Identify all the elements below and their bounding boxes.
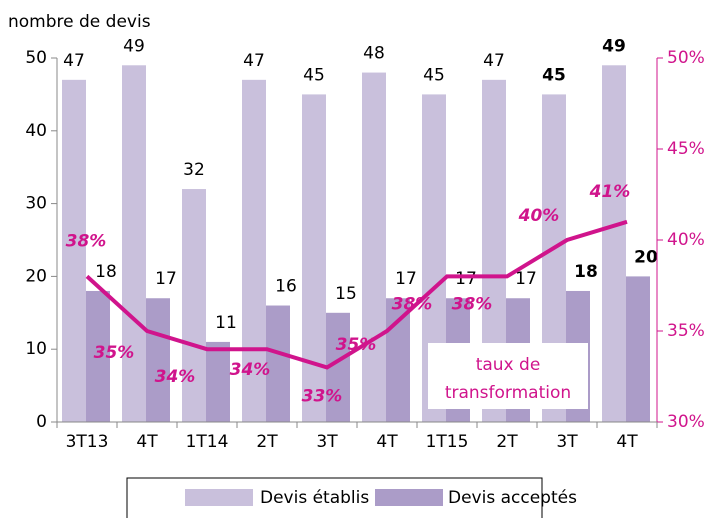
bar xyxy=(62,79,86,422)
line xyxy=(85,219,628,370)
bar xyxy=(602,65,626,422)
bar-value-label: 15 xyxy=(335,284,357,304)
x-tick-label: 4T xyxy=(616,432,638,452)
bar xyxy=(242,79,266,422)
bar xyxy=(266,305,290,422)
bar-value-label: 16 xyxy=(275,277,297,297)
legend-swatch xyxy=(185,489,253,506)
bar-value-label: 20 xyxy=(634,247,658,267)
x-tick-label: 1T14 xyxy=(186,432,229,452)
line-value-label: 38% xyxy=(452,294,493,314)
y-tick-label: 30 xyxy=(25,194,47,214)
line-value-label: 40% xyxy=(518,206,560,226)
bar-value-label: 17 xyxy=(395,269,417,289)
bar-value-label: 49 xyxy=(123,36,145,56)
y2-tick-label: 50% xyxy=(667,48,705,68)
line-value-label: 35% xyxy=(336,335,377,355)
line-value-label: 38% xyxy=(392,294,433,314)
line-value-label: 41% xyxy=(589,182,631,202)
bar-value-label: 47 xyxy=(243,51,265,71)
x-tick-label: 3T13 xyxy=(66,432,109,452)
bar-value-label: 45 xyxy=(423,65,445,85)
x-tick-label: 3T xyxy=(556,432,578,452)
bar-value-label: 45 xyxy=(542,65,566,85)
bar-value-label: 11 xyxy=(215,313,237,333)
bar xyxy=(206,341,230,422)
y-tick-label: 50 xyxy=(25,48,47,68)
line-value-label: 34% xyxy=(155,367,196,387)
x-tick-label: 1T15 xyxy=(426,432,469,452)
legend-label: Devis établis xyxy=(260,488,369,508)
bar-value-label: 45 xyxy=(303,65,325,85)
x-tick-label: 2T xyxy=(496,432,518,452)
bar xyxy=(86,290,110,422)
bar xyxy=(182,189,206,422)
line-value-label: 33% xyxy=(302,386,343,406)
y2-tick-label: 40% xyxy=(667,230,705,250)
bar-value-label: 48 xyxy=(363,44,385,64)
y-tick-label: 40 xyxy=(25,121,47,141)
bar-value-label: 17 xyxy=(455,269,477,289)
bar xyxy=(122,65,146,422)
bar xyxy=(626,276,650,422)
bar-value-label: 47 xyxy=(483,51,505,71)
bar xyxy=(386,298,410,422)
y-tick-label: 10 xyxy=(25,339,47,359)
bar-value-label: 32 xyxy=(183,160,205,180)
y2-tick-label: 30% xyxy=(667,412,705,432)
bar-value-label: 18 xyxy=(95,262,117,282)
bar-value-label: 49 xyxy=(602,36,626,56)
line-value-label: 38% xyxy=(66,231,107,251)
line-value-label: 34% xyxy=(230,360,271,380)
y-tick-label: 0 xyxy=(36,412,47,432)
bar xyxy=(302,94,326,423)
y2-tick-label: 35% xyxy=(667,321,705,341)
bar xyxy=(146,298,170,422)
bar-value-label: 17 xyxy=(155,269,177,289)
x-tick-label: 3T xyxy=(316,432,338,452)
annotation-box xyxy=(428,343,588,409)
line-value-label: 35% xyxy=(94,343,135,363)
legend-label: Devis acceptés xyxy=(448,488,577,508)
x-tick-label: 2T xyxy=(256,432,278,452)
legend-swatch xyxy=(375,489,443,506)
x-tick-label: 4T xyxy=(136,432,158,452)
annotation: taux de transformation xyxy=(445,355,571,403)
bar xyxy=(362,72,386,422)
x-tick-label: 4T xyxy=(376,432,398,452)
y-tick-label: 20 xyxy=(25,266,47,286)
y-axis-label: nombre de devis xyxy=(8,12,151,32)
bar-value-label: 18 xyxy=(574,262,598,282)
bar-value-label: 17 xyxy=(515,269,537,289)
y2-tick-label: 45% xyxy=(667,139,705,159)
bar-value-label: 47 xyxy=(63,51,85,71)
